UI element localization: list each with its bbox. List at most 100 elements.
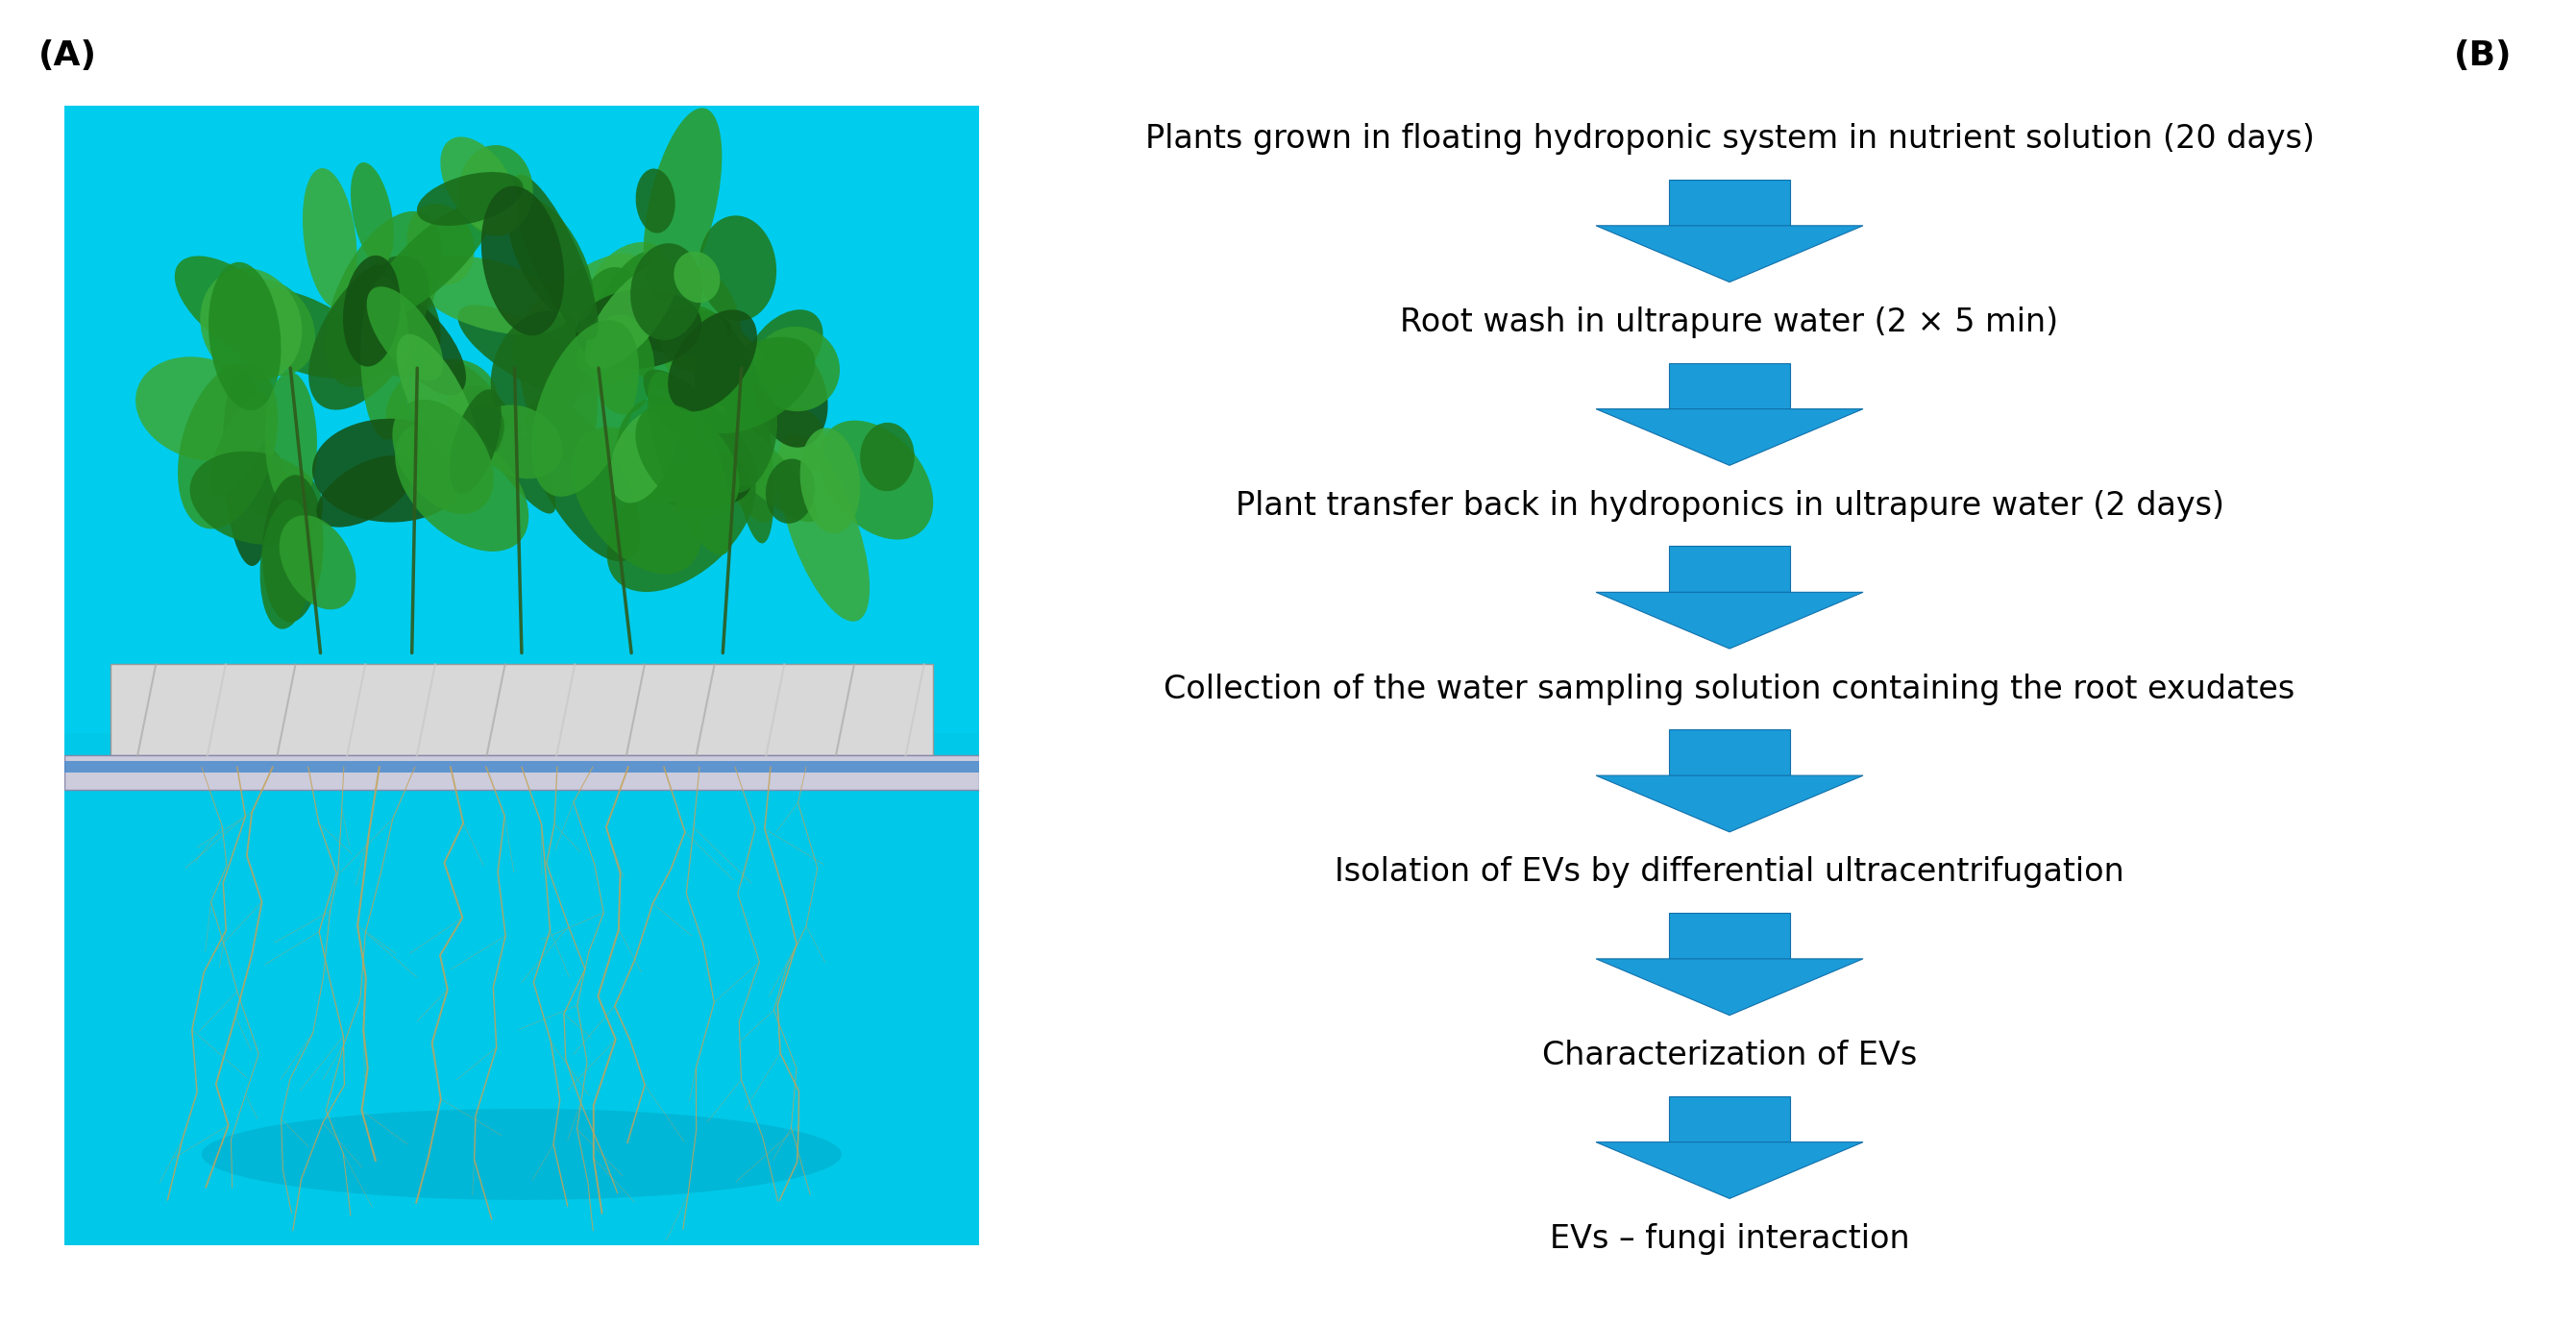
Ellipse shape [698, 216, 775, 321]
Ellipse shape [209, 262, 281, 411]
Bar [64, 755, 979, 790]
FancyBboxPatch shape [1669, 546, 1790, 592]
Text: Isolation of EVs by differential ultracentrifugation: Isolation of EVs by differential ultrace… [1334, 856, 2125, 888]
Ellipse shape [459, 144, 533, 236]
Ellipse shape [201, 1109, 842, 1200]
Ellipse shape [412, 256, 569, 335]
Ellipse shape [343, 256, 399, 367]
FancyBboxPatch shape [1669, 179, 1790, 225]
Ellipse shape [765, 458, 814, 523]
Ellipse shape [477, 405, 562, 478]
Ellipse shape [211, 392, 270, 496]
Ellipse shape [675, 252, 721, 303]
Ellipse shape [178, 363, 278, 529]
Ellipse shape [309, 256, 430, 409]
Ellipse shape [407, 204, 474, 285]
Ellipse shape [819, 420, 933, 539]
Ellipse shape [397, 334, 479, 469]
Ellipse shape [714, 386, 778, 493]
Polygon shape [1597, 592, 1862, 649]
Ellipse shape [222, 370, 273, 566]
Ellipse shape [394, 421, 528, 551]
Text: (A): (A) [39, 40, 98, 73]
Ellipse shape [744, 310, 822, 392]
Ellipse shape [654, 264, 742, 396]
Ellipse shape [577, 252, 654, 371]
Text: Plants grown in floating hydroponic system in nutrient solution (20 days): Plants grown in floating hydroponic syst… [1144, 123, 2313, 155]
Ellipse shape [325, 211, 440, 387]
Polygon shape [1597, 409, 1862, 465]
Polygon shape [1597, 775, 1862, 832]
Ellipse shape [618, 303, 765, 404]
Ellipse shape [361, 277, 410, 440]
Ellipse shape [513, 253, 641, 366]
Ellipse shape [392, 400, 495, 514]
Ellipse shape [317, 456, 415, 527]
Ellipse shape [368, 200, 495, 321]
Ellipse shape [482, 186, 564, 335]
Ellipse shape [752, 326, 840, 411]
Ellipse shape [440, 386, 505, 469]
Ellipse shape [631, 244, 703, 341]
Ellipse shape [577, 268, 652, 382]
Ellipse shape [513, 175, 598, 339]
FancyBboxPatch shape [1669, 1096, 1790, 1142]
Ellipse shape [644, 107, 721, 299]
Ellipse shape [459, 305, 592, 398]
Ellipse shape [659, 305, 729, 372]
Ellipse shape [616, 398, 703, 504]
Ellipse shape [608, 452, 755, 592]
Ellipse shape [263, 474, 325, 623]
Ellipse shape [278, 515, 355, 610]
Bar [64, 761, 979, 772]
Ellipse shape [507, 196, 592, 322]
Bar [64, 106, 979, 733]
Ellipse shape [572, 427, 701, 574]
Ellipse shape [425, 405, 505, 489]
Ellipse shape [611, 411, 675, 504]
Ellipse shape [696, 323, 765, 470]
Ellipse shape [860, 423, 914, 492]
Ellipse shape [440, 136, 520, 236]
Ellipse shape [708, 337, 773, 432]
Ellipse shape [644, 370, 757, 486]
Ellipse shape [201, 268, 301, 382]
Ellipse shape [636, 404, 739, 514]
Ellipse shape [526, 396, 641, 562]
Ellipse shape [366, 286, 443, 380]
Ellipse shape [531, 319, 639, 497]
Ellipse shape [590, 242, 667, 315]
Text: Plant transfer back in hydroponics in ultrapure water (2 days): Plant transfer back in hydroponics in ul… [1234, 490, 2223, 522]
Ellipse shape [737, 407, 824, 492]
Text: Characterization of EVs: Characterization of EVs [1543, 1040, 1917, 1072]
Ellipse shape [641, 309, 732, 355]
Ellipse shape [350, 163, 394, 265]
Ellipse shape [301, 168, 358, 309]
Ellipse shape [518, 298, 598, 462]
Text: (B): (B) [2452, 40, 2512, 73]
Ellipse shape [726, 341, 775, 543]
Text: Root wash in ultrapure water (2 × 5 min): Root wash in ultrapure water (2 × 5 min) [1401, 306, 2058, 338]
Ellipse shape [690, 337, 814, 433]
Bar [111, 664, 933, 755]
Ellipse shape [260, 500, 312, 629]
Ellipse shape [683, 394, 817, 522]
Ellipse shape [381, 295, 466, 395]
Ellipse shape [778, 433, 871, 621]
Ellipse shape [755, 346, 827, 448]
FancyBboxPatch shape [1669, 913, 1790, 959]
Ellipse shape [590, 315, 654, 415]
Ellipse shape [453, 363, 556, 514]
Ellipse shape [386, 359, 497, 460]
Ellipse shape [191, 452, 322, 545]
Ellipse shape [175, 256, 296, 360]
Ellipse shape [621, 441, 752, 509]
FancyBboxPatch shape [1669, 729, 1790, 775]
Ellipse shape [224, 280, 314, 376]
Ellipse shape [417, 172, 523, 225]
Ellipse shape [312, 419, 469, 522]
FancyBboxPatch shape [1669, 363, 1790, 409]
Ellipse shape [137, 356, 268, 461]
Ellipse shape [577, 289, 701, 368]
Ellipse shape [703, 408, 773, 522]
